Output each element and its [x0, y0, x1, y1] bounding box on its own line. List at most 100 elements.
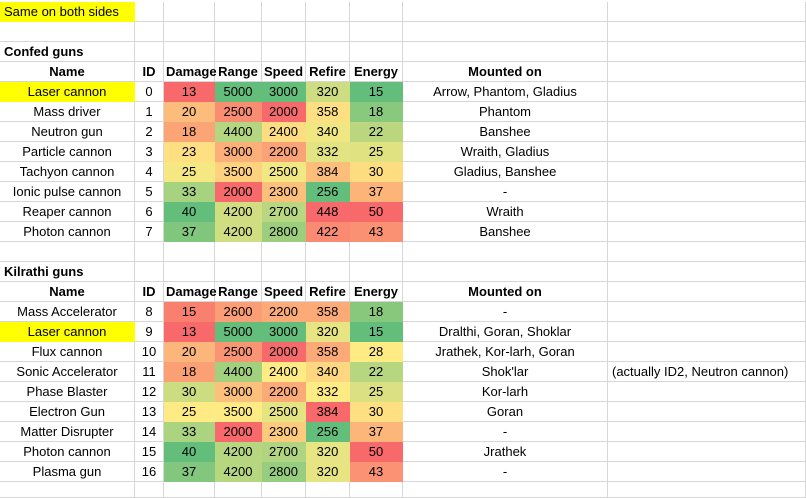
- energy-cell[interactable]: 43: [350, 462, 403, 482]
- mounted-on-cell[interactable]: Shok'lar: [403, 362, 608, 382]
- damage-cell[interactable]: 18: [164, 362, 215, 382]
- damage-cell[interactable]: 18: [164, 122, 215, 142]
- empty-cell[interactable]: [608, 422, 806, 442]
- empty-cell[interactable]: [135, 262, 164, 282]
- speed-cell[interactable]: 2000: [262, 342, 306, 362]
- empty-cell[interactable]: [608, 302, 806, 322]
- range-cell[interactable]: 3500: [215, 402, 262, 422]
- empty-cell[interactable]: [262, 2, 306, 22]
- empty-cell[interactable]: [164, 2, 215, 22]
- refire-cell[interactable]: 384: [306, 162, 350, 182]
- empty-cell[interactable]: [608, 202, 806, 222]
- refire-cell[interactable]: 340: [306, 362, 350, 382]
- refire-cell[interactable]: 320: [306, 322, 350, 342]
- mounted-on-cell[interactable]: Wraith, Gladius: [403, 142, 608, 162]
- energy-cell[interactable]: 25: [350, 142, 403, 162]
- empty-cell[interactable]: [164, 262, 215, 282]
- damage-cell[interactable]: 40: [164, 442, 215, 462]
- mounted-on-cell[interactable]: -: [403, 422, 608, 442]
- mounted-on-cell[interactable]: Jrathek: [403, 442, 608, 462]
- id-cell[interactable]: 8: [135, 302, 164, 322]
- refire-cell[interactable]: 384: [306, 402, 350, 422]
- speed-cell[interactable]: 2800: [262, 462, 306, 482]
- speed-cell[interactable]: 2400: [262, 362, 306, 382]
- empty-cell[interactable]: [608, 462, 806, 482]
- mounted-on-cell[interactable]: Goran: [403, 402, 608, 422]
- empty-cell[interactable]: [135, 22, 164, 42]
- range-cell[interactable]: 3500: [215, 162, 262, 182]
- energy-cell[interactable]: 22: [350, 122, 403, 142]
- empty-cell[interactable]: [0, 482, 135, 498]
- mounted-on-cell[interactable]: Kor-larh: [403, 382, 608, 402]
- energy-cell[interactable]: 37: [350, 182, 403, 202]
- damage-cell[interactable]: 13: [164, 322, 215, 342]
- gun-name-cell[interactable]: Particle cannon: [0, 142, 135, 162]
- id-cell[interactable]: 13: [135, 402, 164, 422]
- mounted-on-cell[interactable]: -: [403, 182, 608, 202]
- empty-cell[interactable]: [262, 242, 306, 262]
- note-cell[interactable]: (actually ID2, Neutron cannon): [608, 362, 806, 382]
- column-header-cell[interactable]: Damage: [164, 62, 217, 82]
- gun-name-cell[interactable]: Mass driver: [0, 102, 135, 122]
- empty-cell[interactable]: [306, 482, 350, 498]
- empty-cell[interactable]: [0, 22, 135, 42]
- id-cell[interactable]: 7: [135, 222, 164, 242]
- id-cell[interactable]: 10: [135, 342, 164, 362]
- speed-cell[interactable]: 2500: [262, 162, 306, 182]
- gun-name-cell[interactable]: Tachyon cannon: [0, 162, 135, 182]
- empty-cell[interactable]: [164, 22, 215, 42]
- column-header-cell[interactable]: Mounted on: [403, 282, 608, 302]
- speed-cell[interactable]: 2000: [262, 102, 306, 122]
- energy-cell[interactable]: 30: [350, 162, 403, 182]
- damage-cell[interactable]: 23: [164, 142, 215, 162]
- damage-cell[interactable]: 30: [164, 382, 215, 402]
- id-cell[interactable]: 14: [135, 422, 164, 442]
- empty-cell[interactable]: [350, 42, 403, 62]
- refire-cell[interactable]: 256: [306, 422, 350, 442]
- empty-cell[interactable]: [608, 442, 806, 462]
- refire-cell[interactable]: 422: [306, 222, 350, 242]
- mounted-on-cell[interactable]: -: [403, 462, 608, 482]
- refire-cell[interactable]: 340: [306, 122, 350, 142]
- empty-cell[interactable]: [608, 22, 806, 42]
- empty-cell[interactable]: [608, 62, 806, 82]
- empty-cell[interactable]: [164, 242, 215, 262]
- gun-name-cell[interactable]: Flux cannon: [0, 342, 135, 362]
- speed-cell[interactable]: 2700: [262, 442, 306, 462]
- empty-cell[interactable]: [608, 262, 806, 282]
- mounted-on-cell[interactable]: Banshee: [403, 222, 608, 242]
- refire-cell[interactable]: 256: [306, 182, 350, 202]
- gun-name-cell[interactable]: Ionic pulse cannon: [0, 182, 135, 202]
- column-header-cell[interactable]: Energy: [350, 282, 403, 302]
- empty-cell[interactable]: [608, 122, 806, 142]
- empty-cell[interactable]: [608, 282, 806, 302]
- damage-cell[interactable]: 37: [164, 462, 215, 482]
- empty-cell[interactable]: [350, 2, 403, 22]
- id-cell[interactable]: 5: [135, 182, 164, 202]
- empty-cell[interactable]: [350, 242, 403, 262]
- empty-cell[interactable]: [135, 2, 164, 22]
- empty-cell[interactable]: [262, 22, 306, 42]
- energy-cell[interactable]: 43: [350, 222, 403, 242]
- empty-cell[interactable]: [135, 242, 164, 262]
- mounted-on-cell[interactable]: Gladius, Banshee: [403, 162, 608, 182]
- refire-cell[interactable]: 332: [306, 382, 350, 402]
- empty-cell[interactable]: [215, 2, 262, 22]
- energy-cell[interactable]: 50: [350, 202, 403, 222]
- mounted-on-cell[interactable]: Wraith: [403, 202, 608, 222]
- energy-cell[interactable]: 15: [350, 322, 403, 342]
- range-cell[interactable]: 3000: [215, 142, 262, 162]
- empty-cell[interactable]: [350, 262, 403, 282]
- speed-cell[interactable]: 2800: [262, 222, 306, 242]
- gun-name-cell[interactable]: Mass Accelerator: [0, 302, 135, 322]
- mounted-on-cell[interactable]: Phantom: [403, 102, 608, 122]
- speed-cell[interactable]: 3000: [262, 82, 306, 102]
- range-cell[interactable]: 4200: [215, 462, 262, 482]
- energy-cell[interactable]: 50: [350, 442, 403, 462]
- empty-cell[interactable]: [135, 42, 164, 62]
- energy-cell[interactable]: 37: [350, 422, 403, 442]
- refire-cell[interactable]: 332: [306, 142, 350, 162]
- refire-cell[interactable]: 358: [306, 302, 350, 322]
- range-cell[interactable]: 2500: [215, 342, 262, 362]
- range-cell[interactable]: 2000: [215, 422, 262, 442]
